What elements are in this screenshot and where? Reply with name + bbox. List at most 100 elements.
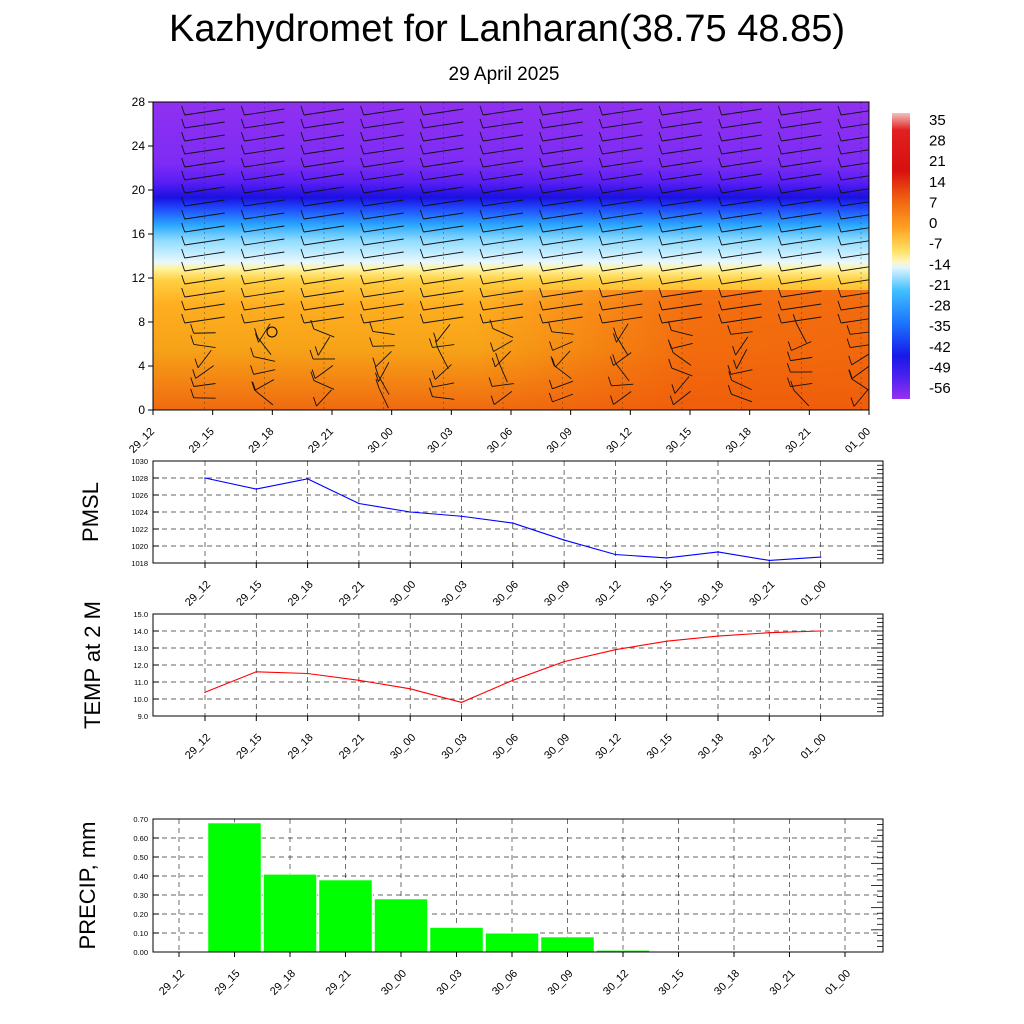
wind-barb	[661, 147, 703, 155]
wind-barb-feather	[613, 333, 617, 343]
wind-barb-feather	[360, 261, 365, 272]
precip-panel-y-tick-label: 0.60	[133, 834, 148, 843]
precip-panel-x-tick-label: 29_12	[157, 968, 187, 998]
wind-barb	[781, 121, 822, 129]
wind-barb-feather	[777, 118, 782, 129]
wind-barb-feather	[658, 144, 663, 155]
wind-barb	[781, 212, 822, 220]
temp-panel-y-tick-label: 13.0	[133, 644, 148, 653]
wind-barb-feather	[790, 380, 795, 391]
wind-barb-feather	[539, 313, 544, 324]
colorbar-label: -28	[929, 298, 951, 315]
temp-panel-data-point	[460, 701, 463, 704]
wind-barb-feather	[479, 313, 484, 324]
wind-barb	[244, 186, 285, 194]
wind-barb-feather	[489, 319, 494, 329]
wind-barb-feather	[598, 261, 603, 272]
wind-barb-feather	[250, 365, 255, 375]
pmsl-panel-y-tick-label: 1026	[131, 491, 148, 500]
wind-barb-feather	[419, 300, 424, 311]
wind-barb-feather	[419, 287, 424, 298]
wind-barb-feather	[837, 157, 842, 168]
wind-barb-feather	[240, 222, 245, 233]
wind-barb-feather	[181, 235, 186, 246]
wind-barb-feather	[300, 105, 305, 116]
wind-barb-feather	[479, 248, 484, 259]
wind-barb	[257, 337, 272, 355]
wind-barb	[482, 251, 524, 259]
wind-barb	[542, 251, 583, 259]
wind-barb-feather	[419, 170, 424, 181]
wind-barb	[303, 147, 345, 155]
wind-barb-feather	[300, 261, 305, 272]
pmsl-panel-x-tick-label: 29_18	[286, 579, 316, 609]
precip-panel-x-tick-label: 30_00	[379, 968, 409, 998]
wind-barb	[781, 186, 822, 194]
wind-barb	[423, 121, 464, 129]
wind-barb	[303, 251, 345, 259]
pmsl-panel-x-tick-label: 30_18	[696, 579, 726, 609]
colorbar-label: -7	[929, 236, 942, 253]
wind-barb	[721, 147, 762, 155]
wind-barb-feather	[658, 248, 663, 259]
temp-panel-x-tick-label: 30_00	[388, 732, 418, 762]
wind-barb-feather	[718, 105, 723, 116]
pmsl-panel-y-tick-label: 1030	[131, 457, 148, 466]
wind-barb-feather	[837, 183, 842, 194]
wind-barb	[661, 212, 703, 220]
wind-barb-feather	[181, 248, 186, 259]
heatmap-x-tick-label: 30_09	[545, 426, 575, 456]
pmsl-panel-data-point	[409, 511, 412, 513]
wind-barb-feather	[837, 222, 842, 233]
heatmap-x-tick-label: 29_21	[306, 426, 336, 456]
pmsl-panel-y-tick-label: 1024	[131, 508, 148, 517]
wind-barb	[423, 186, 464, 194]
wind-barb-feather	[539, 261, 544, 272]
wind-barb-feather	[313, 396, 317, 407]
wind-barb-feather	[375, 378, 380, 389]
wind-barb-feather	[837, 248, 842, 259]
wind-barb-feather	[479, 105, 484, 116]
wind-barb	[493, 340, 513, 352]
wind-barb-feather	[181, 222, 186, 233]
wind-barb-feather	[539, 131, 544, 142]
wind-barb-feather	[240, 248, 245, 259]
pmsl-panel-data-point	[819, 556, 822, 558]
wind-barb-feather	[479, 287, 484, 298]
pmsl-panel-data-point	[614, 553, 617, 556]
wind-barb-feather	[300, 157, 305, 168]
wind-barb	[721, 316, 762, 324]
wind-barb-feather	[240, 209, 245, 220]
wind-barb-feather	[255, 333, 259, 343]
wind-barb	[602, 147, 643, 155]
pmsl-panel-x-tick-label: 29_21	[337, 579, 367, 609]
wind-barb-feather	[612, 354, 617, 364]
pmsl-panel-data-point	[512, 522, 514, 524]
pmsl-panel-data-point	[255, 488, 258, 490]
wind-barb-feather	[240, 144, 245, 155]
temp-panel-data-point	[255, 671, 258, 673]
wind-barb-feather	[254, 328, 259, 338]
pmsl-panel-x-tick-label: 01_00	[799, 579, 829, 609]
wind-barb-feather	[360, 157, 365, 168]
wind-barb-feather	[300, 183, 305, 194]
wind-barb	[850, 344, 869, 349]
wind-barb-feather	[181, 261, 186, 272]
precip-panel-x-tick-label: 01_00	[823, 968, 853, 998]
wind-barb	[552, 380, 574, 390]
colorbar-label: 21	[929, 153, 946, 170]
wind-barb-feather	[252, 381, 257, 392]
wind-barb-feather	[360, 105, 365, 116]
wind-barb-feather	[658, 300, 663, 311]
temp-panel-y-tick-label: 14.0	[133, 627, 148, 636]
wind-barb-feather	[787, 377, 791, 387]
wind-barb-feather	[607, 376, 612, 386]
wind-barb-feather	[240, 300, 245, 311]
colorbar: 35 28 21 14 7 0 -7 -14 -21 -28 -35 -42 -49 -56	[892, 112, 951, 399]
wind-barb-feather	[181, 144, 186, 155]
wind-barb-feather	[539, 274, 544, 285]
wind-barb-feather	[837, 196, 842, 207]
wind-barb-feather	[190, 377, 195, 387]
temp-panel-x-tick-label: 30_18	[696, 732, 726, 762]
